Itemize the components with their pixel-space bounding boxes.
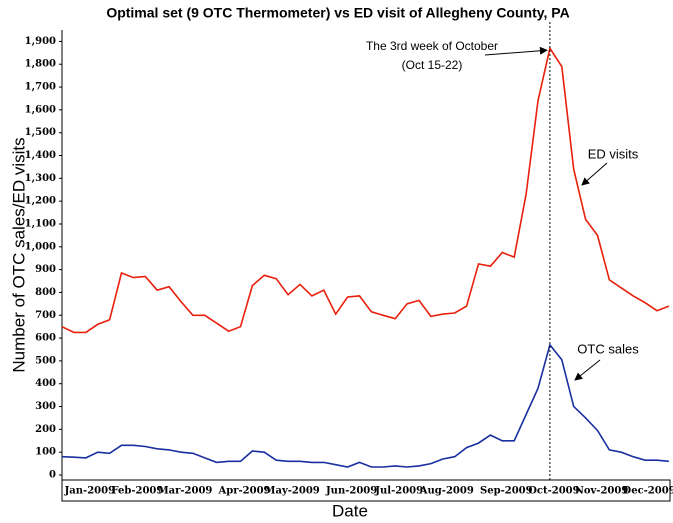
y-tick-label: 200 bbox=[35, 424, 56, 435]
y-axis-label: Number of OTC sales/ED visits bbox=[9, 137, 28, 372]
y-tick-label: 1,000 bbox=[25, 241, 56, 252]
x-tick-label: Jan-2009 bbox=[64, 486, 116, 497]
arrow bbox=[574, 359, 601, 381]
annotation: The 3rd week of October bbox=[366, 39, 498, 53]
y-tick-label: 1,800 bbox=[25, 59, 56, 70]
chart-title: Optimal set (9 OTC Thermometer) vs ED vi… bbox=[106, 5, 569, 21]
x-tick-label: May-2009 bbox=[264, 486, 319, 497]
x-axis-label: Date bbox=[332, 501, 368, 520]
y-tick-label: 400 bbox=[35, 378, 56, 389]
y-tick-label: 1,400 bbox=[25, 150, 56, 161]
y-tick-label: 100 bbox=[35, 447, 56, 458]
arrow bbox=[581, 162, 608, 186]
y-tick-label: 1,700 bbox=[25, 82, 56, 93]
y-tick-label: 1,600 bbox=[25, 104, 56, 115]
y-tick-label: 0 bbox=[49, 470, 56, 481]
y-tick-label: 700 bbox=[35, 310, 56, 321]
y-tick-label: 600 bbox=[35, 333, 56, 344]
y-tick-label: 1,200 bbox=[25, 196, 56, 207]
series-line bbox=[61, 343, 669, 468]
x-tick-label: Feb-2009 bbox=[111, 486, 163, 497]
y-tick-label: 1,500 bbox=[25, 127, 56, 138]
y-tick-label: 500 bbox=[35, 355, 56, 366]
x-tick-label: Jul-2009 bbox=[374, 486, 423, 497]
y-tick-label: 1,100 bbox=[25, 218, 56, 229]
annotation: OTC sales bbox=[577, 341, 639, 356]
x-tick-label: Jun-2009 bbox=[325, 486, 377, 497]
y-tick-label: 1,900 bbox=[25, 36, 56, 47]
x-tick-label: Dec-2009 bbox=[623, 486, 673, 497]
annotation: (Oct 15-22) bbox=[402, 58, 463, 72]
x-tick-label: Mar-2009 bbox=[158, 486, 213, 497]
series-line bbox=[61, 46, 670, 334]
x-tick-label: Oct-2009 bbox=[528, 486, 579, 497]
y-tick-label: 900 bbox=[35, 264, 56, 275]
x-tick-label: Nov-2009 bbox=[575, 486, 629, 497]
annotation: ED visits bbox=[588, 146, 639, 161]
y-tick-label: 300 bbox=[35, 401, 56, 412]
x-tick-label: Sep-2009 bbox=[480, 486, 533, 497]
x-axis-box bbox=[61, 479, 671, 502]
x-tick-label: Aug-2009 bbox=[419, 486, 474, 497]
x-tick-label: Apr-2009 bbox=[217, 486, 270, 497]
y-tick-label: 1,300 bbox=[25, 173, 56, 184]
y-tick-label: 800 bbox=[35, 287, 56, 298]
arrow bbox=[484, 46, 548, 56]
